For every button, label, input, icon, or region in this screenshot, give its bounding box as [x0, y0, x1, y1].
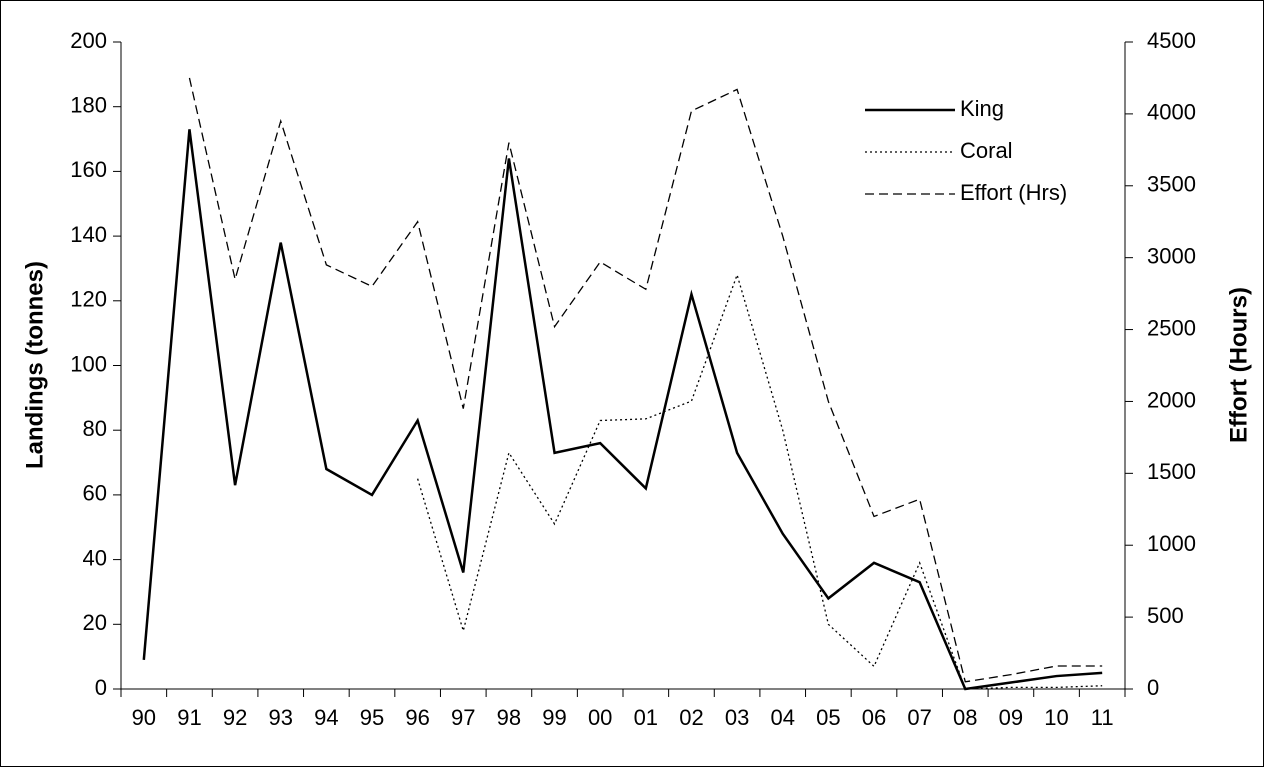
legend-label: King: [960, 96, 1004, 121]
x-tick-label: 11: [1091, 705, 1114, 730]
x-tick-label: 07: [907, 705, 931, 730]
x-tick-label: 05: [816, 705, 840, 730]
y-tick-label: 160: [70, 157, 107, 182]
x-tick-label: 09: [999, 705, 1023, 730]
y2-axis-title: Effort (Hours): [1225, 287, 1252, 443]
x-tick-label: 92: [223, 705, 247, 730]
y-tick-label: 200: [70, 28, 107, 53]
y-tick-label: 100: [70, 351, 107, 376]
y-tick-label: 20: [83, 610, 107, 635]
x-tick-label: 98: [497, 705, 521, 730]
x-tick-label: 03: [725, 705, 749, 730]
x-tick-label: 90: [132, 705, 156, 730]
x-tick-label: 97: [451, 705, 475, 730]
y2-tick-label: 4000: [1147, 100, 1196, 125]
x-tick-label: 01: [634, 705, 658, 730]
x-tick-label: 00: [588, 705, 612, 730]
y2-tick-label: 3000: [1147, 243, 1196, 268]
x-tick-label: 08: [953, 705, 977, 730]
x-tick-label: 06: [862, 705, 886, 730]
x-tick-label: 91: [177, 705, 201, 730]
x-tick-label: 96: [405, 705, 429, 730]
legend-label: Effort (Hrs): [960, 180, 1067, 205]
y-axis-title: Landings (tonnes): [21, 261, 48, 469]
x-tick-label: 93: [268, 705, 292, 730]
y2-tick-label: 2000: [1147, 387, 1196, 412]
x-tick-label: 02: [679, 705, 703, 730]
series-line: [188, 77, 1103, 683]
x-tick-label: 10: [1044, 705, 1068, 730]
y2-tick-label: 500: [1147, 603, 1184, 628]
y-tick-label: 140: [70, 222, 107, 247]
y-tick-label: 120: [70, 287, 107, 312]
series-line: [142, 129, 1103, 691]
y2-tick-label: 1000: [1147, 531, 1196, 556]
y-tick-label: 180: [70, 93, 107, 118]
y-tick-label: 60: [83, 481, 107, 506]
x-tick-label: 94: [314, 705, 338, 730]
y2-tick-label: 2500: [1147, 315, 1196, 340]
y-tick-label: 40: [83, 545, 107, 570]
legend-label: Coral: [960, 138, 1013, 163]
y-tick-label: 80: [83, 416, 107, 441]
x-tick-label: 04: [770, 705, 794, 730]
x-tick-label: 99: [542, 705, 566, 730]
y-tick-label: 0: [95, 675, 107, 700]
x-tick-label: 95: [360, 705, 384, 730]
y2-tick-label: 4500: [1147, 28, 1196, 53]
y2-tick-label: 3500: [1147, 172, 1196, 197]
y2-tick-label: 0: [1147, 675, 1159, 700]
y2-tick-label: 1500: [1147, 459, 1196, 484]
